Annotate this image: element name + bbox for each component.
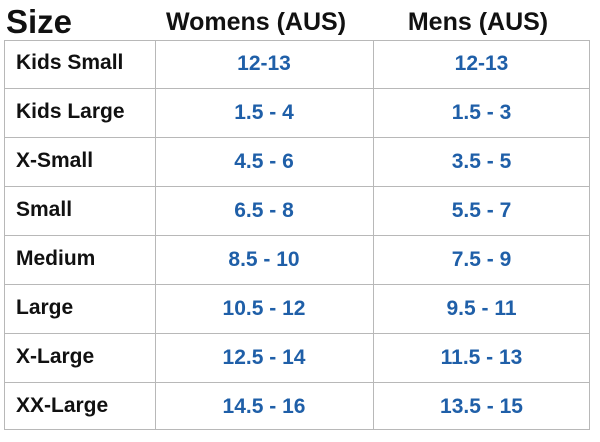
mens-value: 11.5 - 13 <box>440 346 523 369</box>
table-header: Size Womens (AUS) Mens (AUS) <box>0 0 600 40</box>
mens-value: 9.5 - 11 <box>446 297 517 320</box>
size-label: Kids Small <box>16 51 124 74</box>
mens-value: 7.5 - 9 <box>451 248 512 271</box>
size-label: Large <box>16 296 74 319</box>
size-label: Medium <box>16 247 96 270</box>
womens-value: 12-13 <box>237 52 291 75</box>
mens-value: 5.5 - 7 <box>451 199 512 222</box>
womens-value: 10.5 - 12 <box>222 297 306 320</box>
womens-value: 4.5 - 6 <box>234 150 294 173</box>
table-row: X-Small 4.5 - 6 3.5 - 5 <box>4 138 590 187</box>
table-row: Kids Small 12-13 12-13 <box>4 40 590 89</box>
mens-value: 3.5 - 5 <box>451 150 512 173</box>
womens-value: 8.5 - 10 <box>228 248 300 271</box>
mens-value: 13.5 - 15 <box>440 395 523 418</box>
womens-value: 6.5 - 8 <box>234 199 294 222</box>
size-label: X-Large <box>16 345 95 368</box>
table-row: Small 6.5 - 8 5.5 - 7 <box>4 187 590 236</box>
womens-value: 1.5 - 4 <box>234 101 294 124</box>
mens-value: 1.5 - 3 <box>451 101 512 124</box>
header-mens: Mens (AUS) <box>407 8 549 36</box>
size-label: XX-Large <box>16 394 109 417</box>
size-label: Kids Large <box>16 100 125 123</box>
mens-value: 12-13 <box>454 52 509 75</box>
header-womens: Womens (AUS) <box>165 8 347 36</box>
womens-value: 12.5 - 14 <box>222 346 306 369</box>
size-label: Small <box>16 198 73 221</box>
table-row: Large 10.5 - 12 9.5 - 11 <box>4 285 590 334</box>
womens-value: 14.5 - 16 <box>222 395 306 418</box>
table-row: XX-Large 14.5 - 16 13.5 - 15 <box>4 383 590 432</box>
size-label: X-Small <box>16 149 94 172</box>
table-row: Kids Large 1.5 - 4 1.5 - 3 <box>4 89 590 138</box>
table-row: X-Large 12.5 - 14 11.5 - 13 <box>4 334 590 383</box>
table-row: Medium 8.5 - 10 7.5 - 9 <box>4 236 590 285</box>
header-size: Size <box>6 3 73 40</box>
